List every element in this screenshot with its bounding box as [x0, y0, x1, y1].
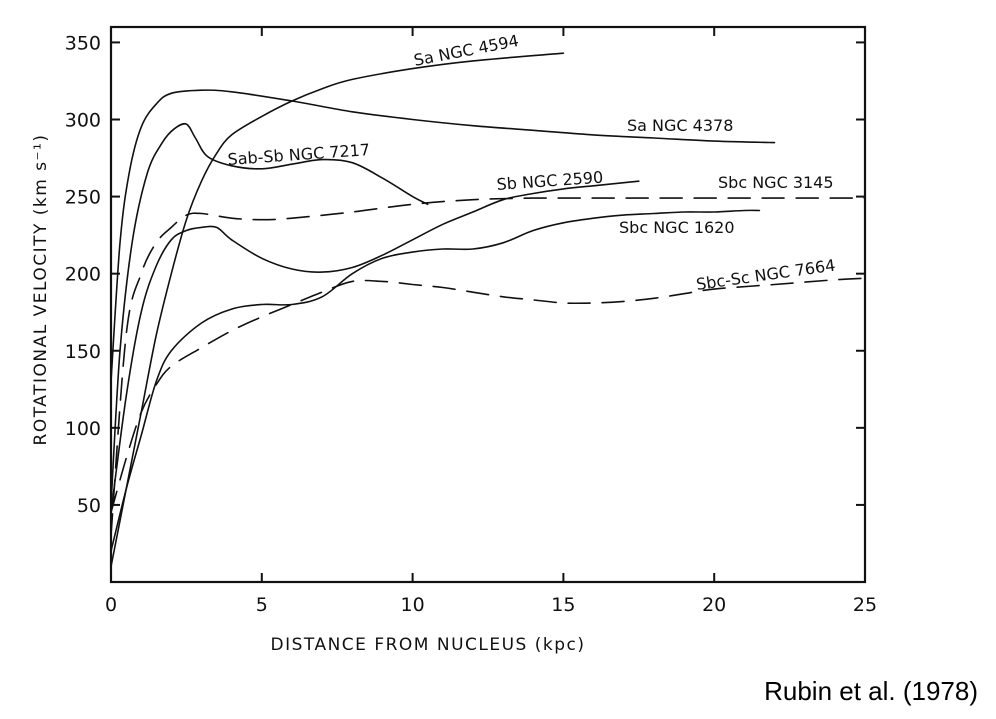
y-tick-label: 250	[65, 187, 101, 209]
y-tick-label: 300	[65, 110, 101, 132]
plot-frame	[109, 25, 867, 584]
series-label-sbc-sc-ngc-7664: Sbc-Sc NGC 7664	[695, 256, 837, 294]
x-tick-label: 15	[551, 594, 575, 616]
series-label-sbc-ngc-1620: Sbc NGC 1620	[619, 218, 735, 237]
x-tick-label: 10	[401, 594, 425, 616]
series-label-sb-ngc-2590: Sb NGC 2590	[496, 168, 604, 194]
series-line-sb-ngc-2590	[110, 180, 640, 514]
citation-credit: Rubin et al. (1978)	[764, 676, 978, 706]
series-label-sab-sb-ngc-7217: Sab-Sb NGC 7217	[227, 140, 371, 169]
axes: 0 5 10 15 20 25 50 100 150 200 250 300 350 DISTANCE F…	[31, 25, 877, 655]
y-axis-title: ROTATIONAL VELOCITY (km s⁻¹)	[31, 134, 51, 446]
x-tick-label: 20	[702, 594, 726, 616]
series-line-sbc-ngc-3145	[110, 197, 866, 537]
x-tick-label: 5	[256, 594, 268, 616]
series-line-sa-ngc-4594	[110, 52, 565, 568]
series-line-sab-sb-ngc-7217	[110, 122, 429, 506]
x-axis-title: DISTANCE FROM NUCLEUS (kpc)	[271, 635, 586, 655]
series-line-sbc-sc-ngc-7664	[110, 277, 866, 514]
series-line-sbc-ngc-1620	[110, 209, 761, 552]
series-label-sa-ngc-4378: Sa NGC 4378	[627, 116, 733, 135]
series-line-sa-ngc-4378	[110, 89, 776, 383]
series-group	[110, 52, 866, 568]
series-label-sbc-ngc-3145: Sbc NGC 3145	[718, 173, 834, 192]
x-tick-label: 25	[853, 594, 877, 616]
series-label-sa-ngc-4594: Sa NGC 4594	[412, 31, 520, 70]
y-tick-label: 50	[77, 495, 101, 517]
y-tick-label: 100	[65, 418, 101, 440]
y-tick-label: 150	[65, 341, 101, 363]
series-labels: Sa NGC 4594 Sa NGC 4378 Sab-Sb NGC 7217 Sb …	[227, 31, 837, 294]
y-tick-label: 350	[65, 32, 101, 54]
y-tick-label: 200	[65, 264, 101, 286]
x-tick-label: 0	[105, 594, 117, 616]
